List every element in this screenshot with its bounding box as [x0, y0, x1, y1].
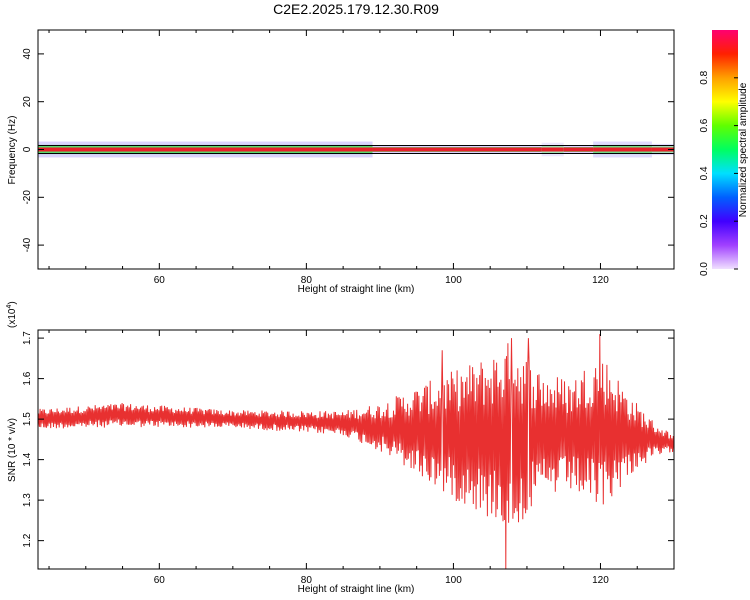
snr-y-exponent: (x104) — [6, 301, 18, 328]
spectral-band-peak — [563, 147, 594, 152]
spectrogram-x-tick-label: 80 — [301, 275, 313, 286]
snr-y-exponent-power: 4 — [6, 305, 13, 309]
spectrogram-y-tick-label: -20 — [22, 190, 33, 205]
snr-y-ticks: 1.7 1.6 1.5 1.4 1.3 1.2 — [22, 331, 674, 548]
colorbar-label: Normalized spectral amplitude — [738, 82, 749, 217]
spectrogram-panel: 40 20 0 -20 -40 60 80 100 120 Height of straigh… — [7, 29, 675, 295]
spectrogram-xlabel: Height of straight line (km) — [298, 284, 415, 295]
snr-xlabel: Height of straight line (km) — [298, 584, 415, 595]
colorbar-tick-label: 0.2 — [699, 214, 710, 228]
snr-series-line — [38, 334, 674, 569]
spectrogram-y-tick-label: 20 — [22, 96, 33, 108]
spectral-band — [38, 141, 674, 158]
snr-panel: 1.7 1.6 1.5 1.4 1.3 1.2 60 80 100 120 Height of … — [6, 301, 675, 595]
snr-y-tick-label: 1.3 — [22, 493, 33, 507]
spectrogram-y-tick-label: 40 — [22, 48, 33, 60]
snr-x-tick-label: 100 — [445, 575, 462, 586]
spectrogram-y-tick-label: -40 — [22, 237, 33, 252]
spectrogram-ylabel: Frequency (Hz) — [7, 116, 18, 185]
colorbar-ticks: 0.0 0.2 0.4 0.6 0.8 — [699, 70, 738, 276]
snr-y-exponent-base: (x10 — [7, 308, 18, 328]
snr-ylabel: SNR (10 * v/v) — [7, 418, 18, 482]
spectrogram-y-tick-label: 0 — [22, 146, 33, 152]
snr-y-tick-label: 1.7 — [22, 331, 33, 345]
snr-y-tick-label: 1.2 — [22, 533, 33, 547]
snr-y-tick-label: 1.5 — [22, 412, 33, 426]
snr-x-tick-label: 80 — [301, 575, 313, 586]
snr-x-ticks: 60 80 100 120 — [48, 330, 675, 586]
svg-text:(x104): (x104) — [6, 301, 18, 328]
colorbar: 0.0 0.2 0.4 0.6 0.8 Normalized spectral ampl… — [699, 30, 749, 276]
spectral-band-peak — [541, 147, 564, 152]
colorbar-tick-label: 0.4 — [699, 166, 710, 180]
spectrogram-x-ticks: 60 80 100 120 — [48, 30, 675, 286]
snr-x-tick-label: 60 — [154, 575, 166, 586]
colorbar-tick-label: 0.8 — [699, 70, 710, 84]
colorbar-tick-label: 0.0 — [699, 262, 710, 276]
spectral-band-peak — [38, 147, 373, 152]
snr-y-tick-label: 1.6 — [22, 371, 33, 385]
spectrogram-x-tick-label: 60 — [154, 275, 166, 286]
spectral-band-peak — [651, 147, 674, 152]
snr-frame — [37, 329, 675, 570]
spectrogram-x-tick-label: 120 — [592, 275, 609, 286]
figure-title: C2E2.2025.179.12.30.R09 — [273, 1, 439, 17]
snr-y-tick-label: 1.4 — [22, 452, 33, 466]
spectrogram-y-ticks: 40 20 0 -20 -40 — [22, 48, 674, 252]
snr-y-exponent-close: ) — [7, 301, 18, 304]
colorbar-tick-label: 0.6 — [699, 118, 710, 132]
colorbar-gradient — [712, 30, 738, 269]
spectral-band-peak — [593, 147, 652, 152]
spectrogram-x-tick-label: 100 — [445, 275, 462, 286]
snr-x-tick-label: 120 — [592, 575, 609, 586]
spectral-band-peak — [372, 147, 542, 152]
